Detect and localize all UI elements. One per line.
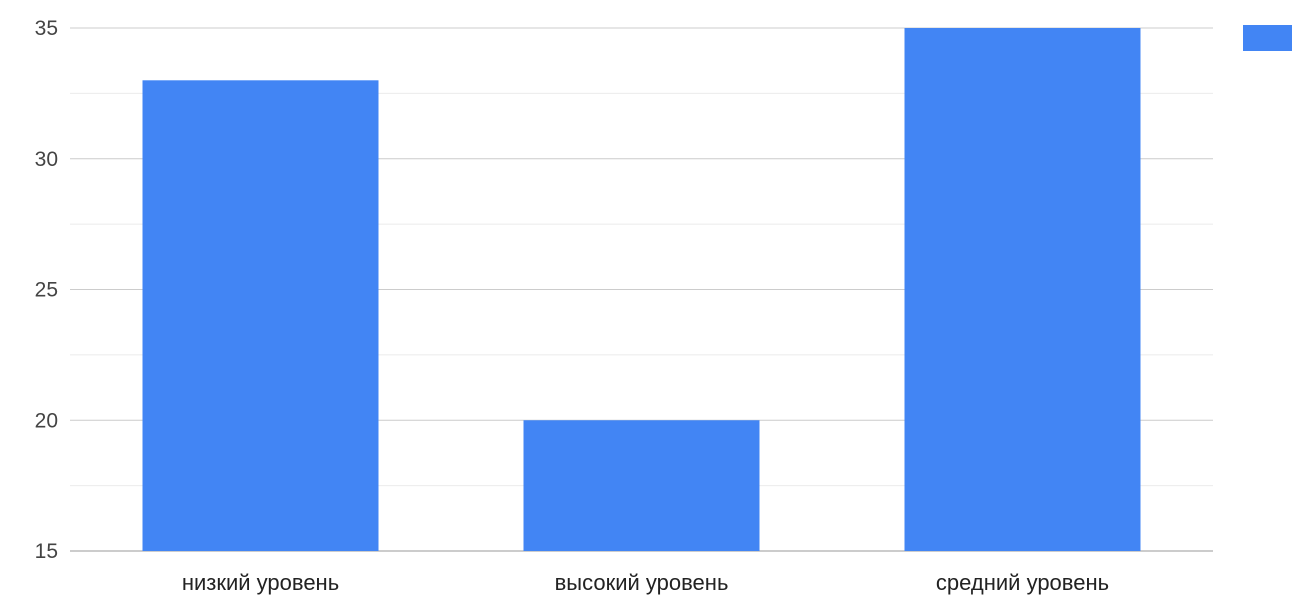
bar xyxy=(142,80,379,552)
y-tick-label: 35 xyxy=(35,17,58,40)
x-category-label: низкий уровень xyxy=(182,570,339,595)
legend-swatch xyxy=(1243,25,1292,51)
bar xyxy=(904,28,1141,551)
y-tick-label: 15 xyxy=(35,540,58,563)
bar xyxy=(523,420,760,551)
bars xyxy=(142,28,1141,552)
y-tick-label: 25 xyxy=(35,279,58,302)
x-category-label: высокий уровень xyxy=(555,570,729,595)
legend xyxy=(1243,25,1292,51)
x-category-label: средний уровень xyxy=(936,570,1109,595)
y-axis-ticks: 15 20 25 30 35 xyxy=(35,17,58,563)
y-tick-label: 30 xyxy=(35,148,58,171)
x-axis-labels: низкий уровень высокий уровень средний уро… xyxy=(182,570,1109,595)
y-tick-label: 20 xyxy=(35,409,58,432)
